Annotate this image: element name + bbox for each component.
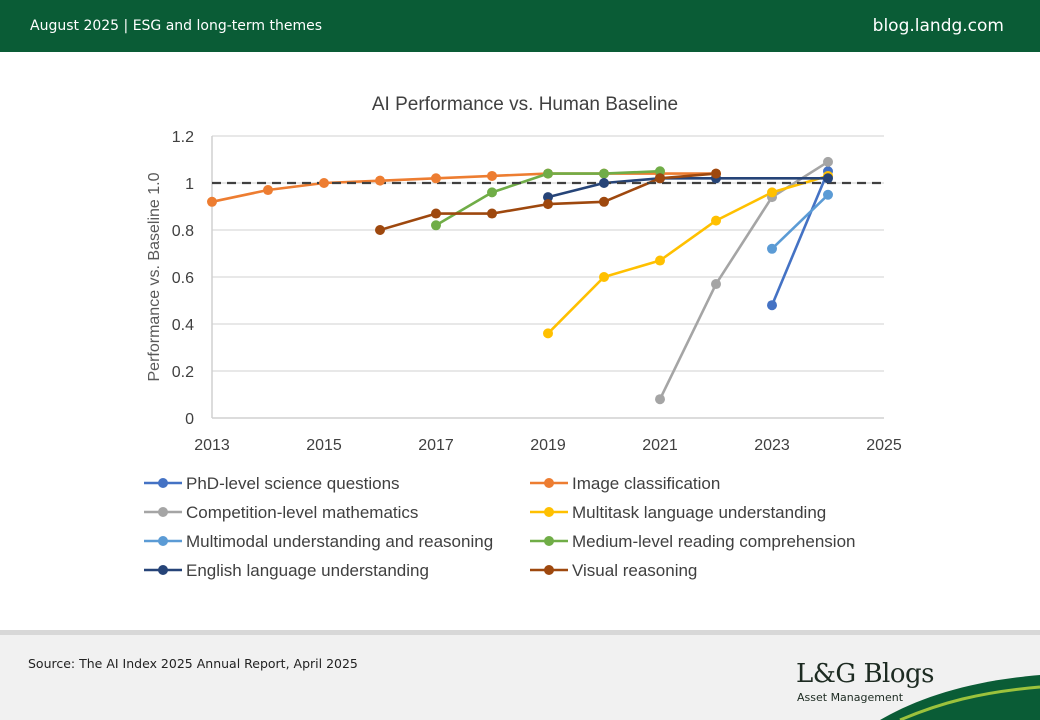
data-point <box>599 196 609 207</box>
header-date-topic: August 2025 | ESG and long-term themes <box>30 18 322 34</box>
logo-title: L&G Blogs <box>796 659 935 689</box>
data-point <box>207 196 217 207</box>
x-tick-label: 2025 <box>866 437 902 454</box>
data-point <box>823 173 833 184</box>
data-point <box>319 178 329 188</box>
data-point <box>711 279 721 290</box>
data-point <box>655 255 665 266</box>
chart-area: AI Performance vs. Human Baseline 0 0.2 0.4… <box>0 52 1040 630</box>
data-point <box>375 225 385 235</box>
data-point <box>431 220 441 231</box>
data-point <box>599 178 609 188</box>
legend-label: Visual reasoning <box>572 561 697 580</box>
series-line <box>771 193 829 250</box>
data-point <box>263 185 273 196</box>
line-chart: AI Performance vs. Human Baseline 0 0.2 0.4… <box>144 94 902 580</box>
series-line <box>770 170 830 306</box>
data-point <box>767 300 777 311</box>
legend-swatch-marker <box>158 536 168 546</box>
data-point <box>543 199 553 210</box>
x-tick-label: 2023 <box>754 437 790 454</box>
page-footer: Source: The AI Index 2025 Annual Report,… <box>0 635 1040 720</box>
legend-swatch-marker <box>158 565 168 575</box>
y-axis-label: Performance vs. Baseline 1.0 <box>146 172 163 381</box>
legend-swatch-marker <box>544 478 554 488</box>
x-tick-label: 2017 <box>418 437 454 454</box>
data-point <box>767 243 777 254</box>
series-line <box>547 174 829 335</box>
data-point <box>711 215 721 226</box>
lg-blogs-logo: L&G Blogs Asset Management <box>796 659 996 719</box>
data-point <box>711 168 721 179</box>
data-point <box>543 168 553 179</box>
data-point <box>375 175 385 186</box>
x-tick-label: 2019 <box>530 437 566 454</box>
brand-swoosh-decoration <box>880 675 1040 720</box>
data-point <box>767 187 777 198</box>
legend-swatch-marker <box>544 507 554 517</box>
data-point <box>431 208 441 219</box>
data-point <box>655 173 665 184</box>
data-point <box>543 192 553 203</box>
data-point <box>655 166 665 177</box>
y-tick-label: 1.2 <box>172 129 194 146</box>
y-tick-label: 0.8 <box>172 223 194 240</box>
y-tick-label: 1 <box>185 176 194 193</box>
legend-label: English language understanding <box>186 561 429 580</box>
chart-title: AI Performance vs. Human Baseline <box>372 94 678 115</box>
y-tick-label: 0.2 <box>172 364 194 381</box>
legend-swatch-marker <box>544 536 554 546</box>
legend-label: Competition-level mathematics <box>186 503 418 522</box>
y-tick-label: 0 <box>185 411 194 428</box>
data-point <box>543 328 553 339</box>
data-point <box>823 189 833 200</box>
y-tick-label: 0.4 <box>172 317 194 334</box>
legend-label: Medium-level reading comprehension <box>572 532 855 551</box>
data-point <box>823 156 833 167</box>
x-tick-label: 2021 <box>642 437 678 454</box>
logo-subtitle: Asset Management <box>797 691 904 704</box>
data-point <box>599 168 609 179</box>
legend-swatch-marker <box>544 565 554 575</box>
legend-label: Image classification <box>572 474 720 493</box>
x-tick-label: 2015 <box>306 437 342 454</box>
legend-label: PhD-level science questions <box>186 474 400 493</box>
y-tick-label: 0.6 <box>172 270 194 287</box>
legend-swatch-marker <box>158 507 168 517</box>
page-header: August 2025 | ESG and long-term themes b… <box>0 0 1040 52</box>
legend-swatch-marker <box>158 478 168 488</box>
x-tick-label: 2013 <box>194 437 230 454</box>
source-note: Source: The AI Index 2025 Annual Report,… <box>28 656 358 671</box>
legend-label: Multitask language understanding <box>572 503 826 522</box>
data-point <box>487 170 497 181</box>
data-point <box>431 173 441 184</box>
series-line <box>658 160 829 400</box>
data-point <box>655 394 665 405</box>
data-point <box>487 208 497 219</box>
data-point <box>487 187 497 198</box>
data-point <box>599 272 609 282</box>
header-site-link[interactable]: blog.landg.com <box>872 16 1004 36</box>
footer-divider <box>0 630 1040 635</box>
legend-label: Multimodal understanding and reasoning <box>186 532 493 551</box>
